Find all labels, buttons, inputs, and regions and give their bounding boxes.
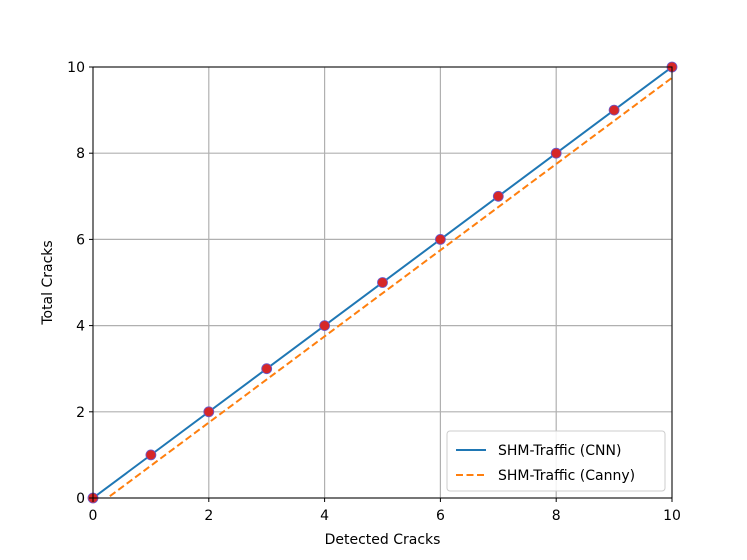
y-tick-label: 4 xyxy=(76,319,85,335)
data-point xyxy=(377,277,388,288)
x-tick-label: 2 xyxy=(204,508,213,524)
data-point xyxy=(145,449,157,461)
legend-label-1: SHM-Traffic (CNN) xyxy=(498,443,621,459)
data-point xyxy=(608,104,620,116)
data-point xyxy=(434,233,446,245)
legend-box xyxy=(446,430,666,492)
data-point xyxy=(550,147,562,159)
x-tick-label: 0 xyxy=(89,508,98,524)
data-point xyxy=(319,320,331,332)
legend-label-2: SHM-Traffic (Canny) xyxy=(498,468,635,484)
y-axis-ticks: 0 2 4 6 8 10 xyxy=(67,60,93,507)
data-point xyxy=(203,406,215,418)
y-tick-label: 10 xyxy=(67,60,85,76)
series-line-2 xyxy=(105,76,672,498)
x-axis-label: Detected Cracks xyxy=(325,532,441,548)
x-axis-ticks: 0 2 4 6 8 10 xyxy=(89,498,681,524)
x-tick-label: 10 xyxy=(663,508,681,524)
y-axis-label: Total Cracks xyxy=(40,240,56,325)
x-tick-label: 4 xyxy=(320,508,329,524)
data-point xyxy=(492,190,504,202)
plot-frame xyxy=(92,66,673,499)
x-tick-label: 6 xyxy=(436,508,445,524)
x-tick-label: 8 xyxy=(552,508,561,524)
y-tick-label: 2 xyxy=(76,405,85,421)
data-points xyxy=(87,61,678,504)
data-point xyxy=(261,363,273,375)
y-tick-label: 8 xyxy=(76,146,85,162)
y-tick-label: 6 xyxy=(76,232,85,248)
legend: SHM-Traffic (CNN) SHM-Traffic (Canny) xyxy=(446,430,666,492)
y-tick-label: 0 xyxy=(76,491,85,507)
